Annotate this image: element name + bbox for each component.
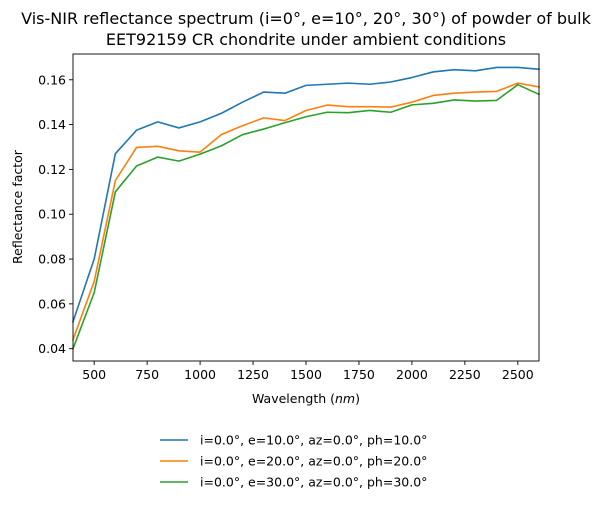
y-tick-label: 0.14 [38,117,66,132]
series-layer [71,66,541,350]
y-tick-label: 0.06 [38,296,66,311]
y-tick-label: 0.10 [38,207,66,222]
y-tick-label: 0.04 [38,341,66,356]
x-axis-ticks: 500 750 1000 1250 1500 1750 2000 2250 2500 [82,361,534,382]
y-axis-label: Reflectance factor [10,149,25,264]
x-axis-label-prefix: Wavelength ( [252,391,335,406]
x-axis-label-suffix: ) [355,391,360,406]
y-tick-label: 0.16 [38,72,66,87]
legend: i=0.0°, e=10.0°, az=0.0°, ph=10.0° i=0.0°… [160,433,427,490]
x-tick-label: 1500 [290,367,322,382]
legend-label-1: i=0.0°, e=10.0°, az=0.0°, ph=10.0° [200,433,427,448]
chart-title-line-1: Vis-NIR reflectance spectrum (i=0°, e=10… [21,9,591,28]
x-tick-label: 2000 [396,367,428,382]
series-line-1 [71,66,540,323]
x-axis-label: Wavelength (nm) [252,391,360,406]
y-axis-ticks: 0.04 0.06 0.08 0.10 0.12 0.14 0.16 [38,72,73,356]
legend-label-3: i=0.0°, e=30.0°, az=0.0°, ph=30.0° [200,475,427,490]
x-tick-label: 500 [82,367,106,382]
x-tick-label: 1750 [343,367,375,382]
series-line-2 [71,82,540,341]
legend-label-2: i=0.0°, e=20.0°, az=0.0°, ph=20.0° [200,454,427,469]
x-tick-label: 750 [135,367,159,382]
y-tick-label: 0.08 [38,252,66,267]
y-tick-label: 0.12 [38,162,66,177]
x-tick-label: 2500 [502,367,534,382]
series-line-3 [71,83,541,350]
x-tick-label: 2250 [449,367,481,382]
x-tick-label: 1000 [184,367,216,382]
chart-title-line-2: EET92159 CR chondrite under ambient cond… [106,30,506,49]
x-axis-label-unit: nm [335,391,355,406]
x-tick-label: 1250 [237,367,269,382]
